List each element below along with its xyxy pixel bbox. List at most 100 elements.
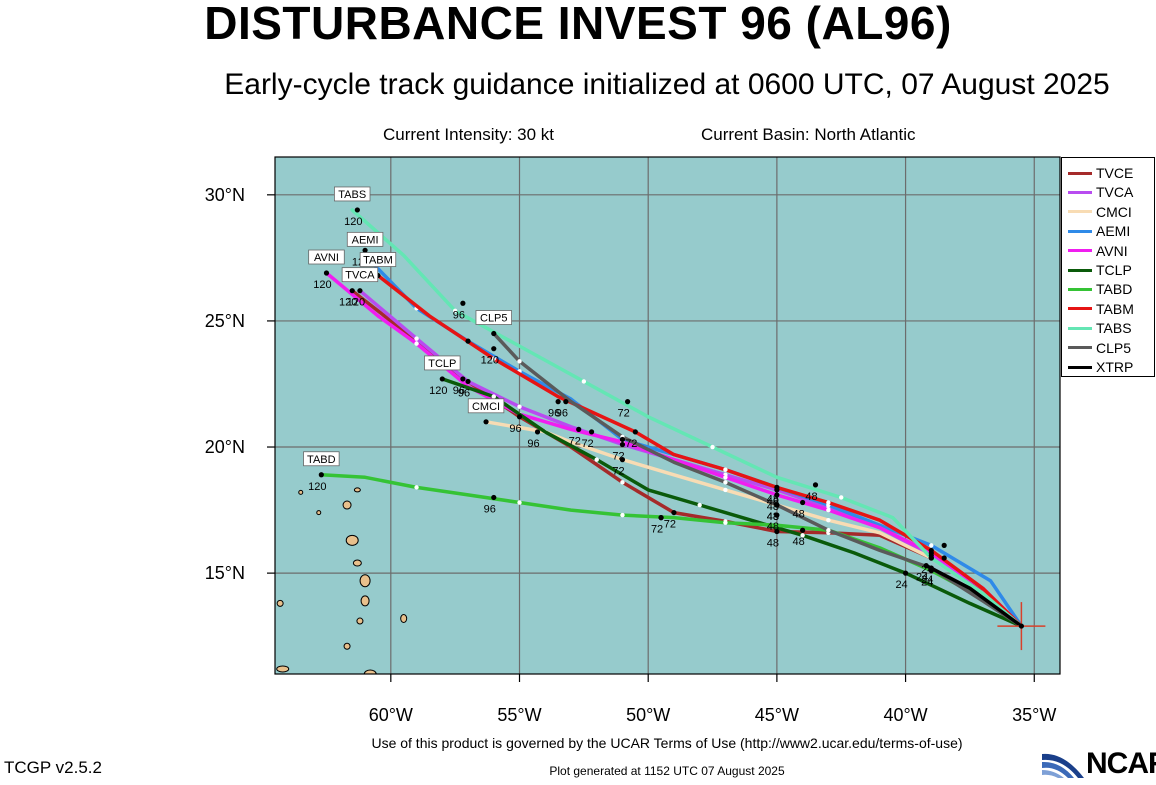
forecast-hour-label: 96 <box>453 385 465 397</box>
legend-label: TVCA <box>1096 184 1134 201</box>
lat-tick-label: 30°N <box>205 185 245 205</box>
ncar-logo-icon <box>1042 753 1084 778</box>
track-point <box>826 528 831 533</box>
forecast-hour-label: 120 <box>344 216 362 228</box>
forecast-hour-dot <box>902 570 909 576</box>
forecast-hour-dot <box>318 472 324 478</box>
legend-swatch <box>1068 268 1092 272</box>
forecast-hour-label: 96 <box>509 423 521 435</box>
legend-label: CMCI <box>1096 203 1132 220</box>
forecast-hour-dot <box>619 436 626 443</box>
island <box>345 534 359 546</box>
forecast-hour-dot <box>483 419 489 425</box>
forecast-hour-dot <box>923 562 929 569</box>
track-point <box>414 341 419 346</box>
forecast-hour-dot <box>349 288 355 294</box>
island <box>276 599 284 607</box>
track-point <box>710 444 715 450</box>
forecast-hour-dot <box>323 270 330 276</box>
track-point <box>620 512 625 518</box>
island <box>342 500 352 510</box>
track-end-label: TABD <box>307 454 336 466</box>
ncar-logo: NCAR <box>1040 747 1156 780</box>
track-end-label-box <box>467 398 505 414</box>
forecast-hour-dot <box>555 399 561 405</box>
forecast-hour-label: 48 <box>767 496 779 508</box>
legend-label: TABD <box>1096 281 1133 298</box>
track-point <box>723 487 728 493</box>
track-point <box>929 543 934 548</box>
forecast-hour-label: 48 <box>767 538 779 550</box>
lat-tick-label: 15°N <box>205 563 245 583</box>
track-end-label-box <box>341 267 379 283</box>
forecast-hour-label: 96 <box>556 408 568 420</box>
forecast-hour-dot <box>465 338 471 344</box>
forecast-hour-dot <box>491 346 497 352</box>
track-end-label-box <box>424 355 461 371</box>
forecast-hour-label: 96 <box>527 438 539 450</box>
current-intensity: Current Intensity: 30 kt <box>383 125 555 144</box>
track-point <box>620 480 625 485</box>
forecast-hour-dot <box>357 288 363 294</box>
track-point <box>826 517 831 523</box>
forecast-hour-label: 72 <box>625 438 637 450</box>
lat-tick-label: 25°N <box>205 311 245 331</box>
legend-swatch <box>1068 326 1092 330</box>
forecast-hour-label: 72 <box>612 451 624 463</box>
legend-label: TCLP <box>1096 262 1132 278</box>
track-end-label-box <box>346 231 384 247</box>
island <box>276 665 290 673</box>
track-point <box>517 359 522 364</box>
current-position-marker <box>997 602 1046 651</box>
forecast-hour-dot <box>460 300 466 306</box>
island <box>343 642 351 650</box>
page-title: DISTURBANCE INVEST 96 (AL96) <box>204 0 952 49</box>
forecast-hour-dot <box>516 414 523 420</box>
track-point <box>414 336 419 341</box>
lon-tick-label: 50°W <box>626 705 670 725</box>
track-end-label: TVCA <box>345 270 375 282</box>
track-labels: 24 48 72 96 120 48 72 96 120 TVCA 48 72 CMCI 48 120 AEM… <box>303 186 933 591</box>
track-point <box>414 485 419 490</box>
forecast-hour-dot <box>588 429 595 435</box>
track-end-label: AVNI <box>314 252 339 264</box>
track-end-label: CLP5 <box>480 313 508 325</box>
island <box>363 669 377 674</box>
forecast-hour-label: 72 <box>664 519 676 531</box>
forecast-hour-label: 48 <box>792 509 804 521</box>
forecast-hour-label: 24 <box>916 572 928 584</box>
model-tracks <box>318 207 1024 628</box>
legend-item-tclp: TCLP <box>1068 261 1132 279</box>
legend-swatch <box>1068 171 1092 175</box>
track-tclp <box>440 377 1024 628</box>
legend-label: AVNI <box>1096 242 1128 259</box>
forecast-hour-label: 120 <box>481 355 499 367</box>
track-point <box>800 533 805 538</box>
current-position-dot <box>1018 623 1024 629</box>
track-point <box>826 507 831 513</box>
forecast-hour-label: 48 <box>767 493 779 505</box>
legend-label: CLP5 <box>1096 339 1132 356</box>
forecast-hour-dot <box>354 207 360 213</box>
island <box>400 614 408 624</box>
forecast-hour-dot <box>928 547 934 554</box>
forecast-hour-dot <box>619 441 626 448</box>
forecast-hour-dot <box>460 376 466 382</box>
legend-swatch <box>1068 229 1092 233</box>
forecast-hour-dot <box>928 565 934 571</box>
legend-label: XTRP <box>1096 359 1134 375</box>
forecast-hour-label: 120 <box>429 385 447 397</box>
legend-item-xtrp: XTRP <box>1068 358 1133 376</box>
forecast-hour-label: 48 <box>805 491 817 503</box>
legend-item-clp5: CLP5 <box>1068 339 1131 357</box>
land-islands <box>276 487 408 674</box>
ocean-area <box>275 157 1060 674</box>
forecast-hour-label: 96 <box>484 503 496 515</box>
forecast-hour-label: 72 <box>651 524 663 536</box>
track-point <box>723 480 728 485</box>
terms-of-use: Use of this product is governed by the U… <box>371 735 963 751</box>
legend-item-tabs: TABS <box>1068 319 1132 337</box>
forecast-hour-label: 24 <box>921 577 933 589</box>
track-point <box>723 520 728 525</box>
track-end-label: TCLP <box>428 358 456 370</box>
